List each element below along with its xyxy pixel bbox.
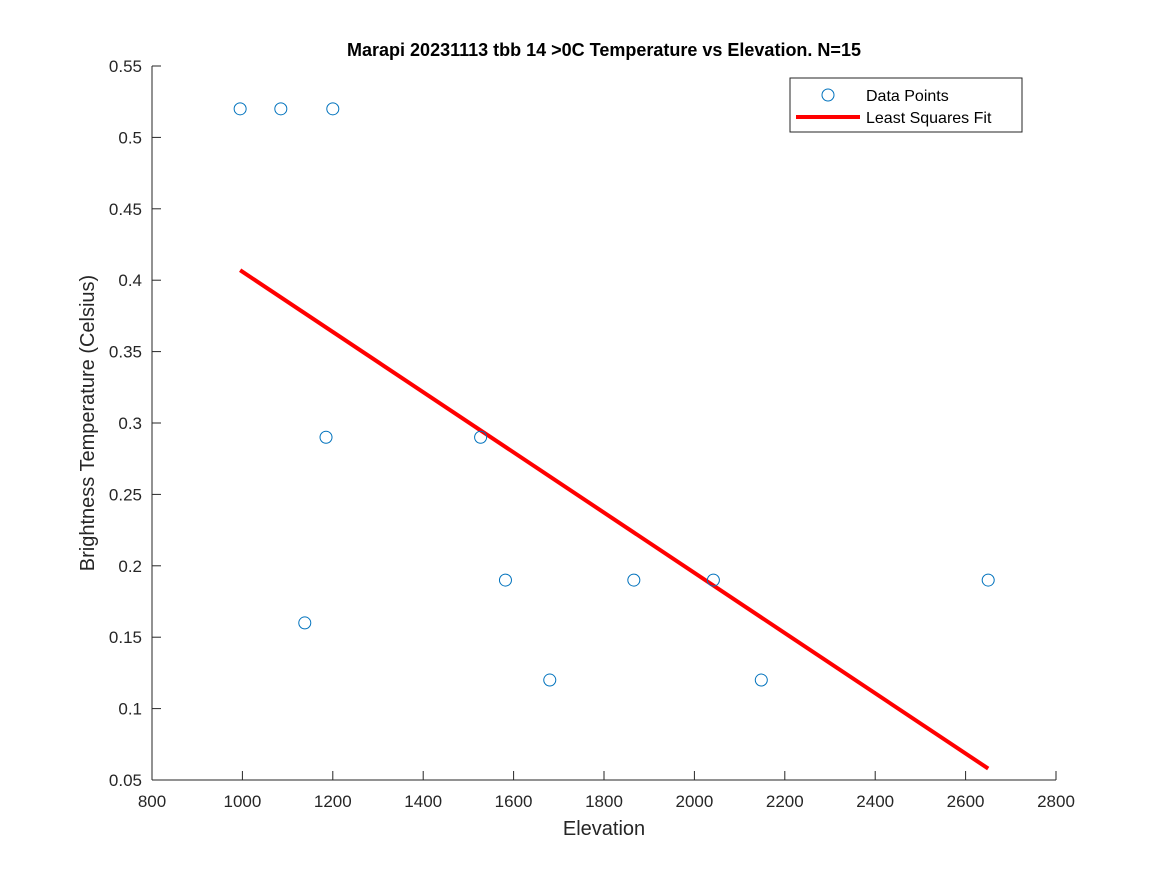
x-tick-label: 800 [138,792,166,811]
y-tick-label: 0.05 [109,771,142,790]
y-tick-label: 0.4 [118,271,142,290]
data-point [754,673,768,687]
y-tick-label: 0.3 [118,414,142,433]
x-tick-label: 1000 [223,792,261,811]
legend-box [789,77,1023,133]
data-points-layer [233,102,995,687]
data-point [627,573,641,587]
x-axis-label: Elevation [563,818,645,840]
x-tick-label: 1400 [404,792,442,811]
legend-label-data-points: Data Points [866,88,949,105]
data-point [233,102,247,116]
data-point [274,102,288,116]
data-point [706,573,720,587]
y-axis-label: Brightness Temperature (Celsius) [77,275,99,571]
x-tick-label: 1800 [585,792,623,811]
x-axis-ticks: 800 1000 1200 1400 1600 1800 2000 2200 2400 2600 2… [138,771,1075,811]
least-squares-fit-line [239,268,990,771]
plot-area [152,66,1056,780]
chart-title: Marapi 20231113 tbb 14 >0C Temperature v… [347,40,861,60]
legend-marker-data-points [821,88,835,102]
y-tick-label: 0.35 [109,343,142,362]
data-point [498,573,512,587]
y-tick-label: 0.15 [109,628,142,647]
x-tick-label: 2600 [947,792,985,811]
data-point [319,430,333,444]
y-tick-label: 0.5 [118,128,142,147]
y-tick-label: 0.1 [118,700,142,719]
data-point [981,573,995,587]
x-tick-label: 2000 [675,792,713,811]
y-tick-label: 0.25 [109,485,142,504]
data-point [543,673,557,687]
data-point [298,616,312,630]
x-tick-label: 2400 [856,792,894,811]
x-tick-label: 1600 [495,792,533,811]
x-tick-label: 1200 [314,792,352,811]
y-axis-ticks: 0.05 0.1 0.15 0.2 0.25 0.3 0.35 0.4 0.45 0.5 0.55 [109,57,161,790]
y-tick-label: 0.2 [118,557,142,576]
data-point [326,102,340,116]
y-tick-label: 0.45 [109,200,142,219]
data-point [474,430,488,444]
legend: Data Points Least Squares Fit [789,77,1023,133]
legend-label-least-squares-fit: Least Squares Fit [866,110,992,127]
x-tick-label: 2200 [766,792,804,811]
y-tick-label: 0.55 [109,57,142,76]
x-tick-label: 2800 [1037,792,1075,811]
fit-line-layer [239,268,990,771]
